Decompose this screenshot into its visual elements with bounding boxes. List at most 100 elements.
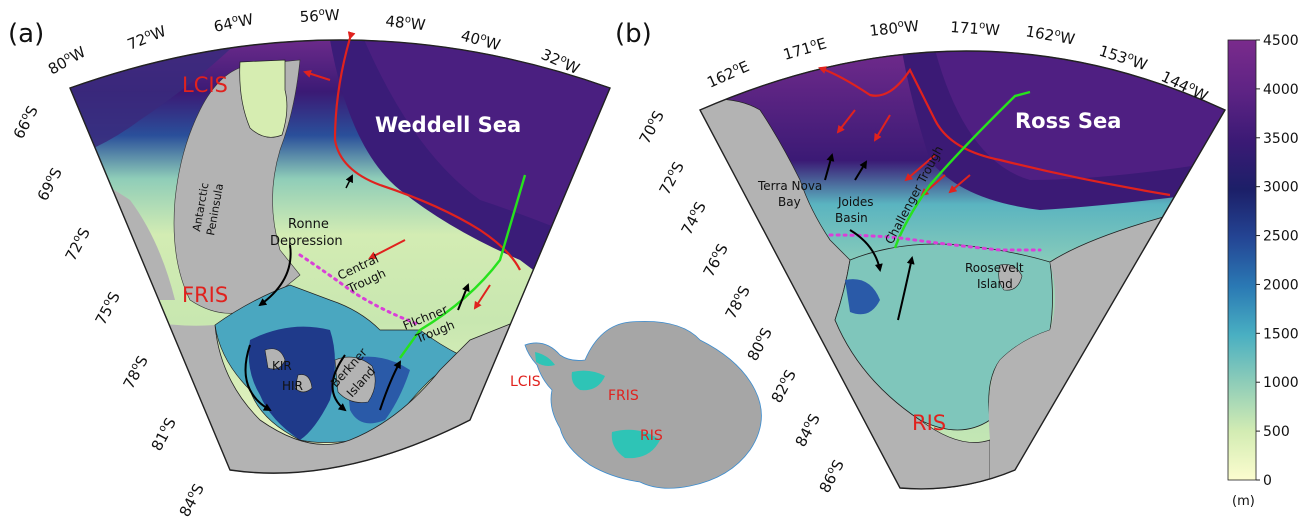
lcis-ice-shelf <box>239 59 288 138</box>
inset-lcis-label: LCIS <box>510 374 541 390</box>
kir-label: KIR <box>272 359 292 373</box>
colorbar-tick-label: 4000 <box>1263 82 1299 98</box>
panel-a-red-arrow-central <box>368 239 406 259</box>
lat-label-80s: 80oS <box>744 325 776 364</box>
land-outline-a <box>214 319 521 445</box>
lat-label-69s: 69oS <box>34 165 66 204</box>
panel-b-red-front-line <box>818 66 1171 197</box>
colorbar-tick-label: 4500 <box>1263 33 1299 49</box>
lon-label-80w: 80oW <box>45 43 89 79</box>
panel-b-red-arrow-5 <box>948 174 971 194</box>
colorbar-ticks: 4500 4000 3500 3000 2500 2000 1500 1000 500 0 <box>1256 33 1299 489</box>
panel-a-magenta-front <box>298 253 422 327</box>
panel-b-red-arrow-1 <box>836 109 856 134</box>
colorbar-unit: (m) <box>1232 494 1255 509</box>
roosevelt-island-label-2: Island <box>977 277 1013 291</box>
colorbar-tick-label: 1000 <box>1263 375 1299 391</box>
korff-ice-rise <box>264 348 286 370</box>
panel-b-black-arrow-1 <box>824 153 835 181</box>
joides-basin-label-2: Basin <box>835 211 868 225</box>
lon-label-56w: 56oW <box>299 6 340 26</box>
lon-label-64w: 64oW <box>212 10 255 36</box>
ronne-depression-label-1: Ronne <box>288 217 329 232</box>
panel-b-black-arrow-2 <box>854 160 868 181</box>
lat-label-70s: 70oS <box>636 108 668 147</box>
panel-a-sector-frame <box>69 39 611 474</box>
ronne-depression-label-2: Depression <box>270 234 343 249</box>
lcis-label: LCIS <box>182 73 228 97</box>
hir-label: HIR <box>282 379 303 393</box>
lat-label-84s: 84oS <box>176 481 208 520</box>
panel-a-label: (a) <box>8 19 44 49</box>
panel-a-red-arrow-filchner <box>473 284 491 310</box>
inset-fris-shelf <box>571 370 605 391</box>
lat-label-66s: 66oS <box>10 103 42 142</box>
panel-a-black-arrow-ronne <box>258 244 292 307</box>
lat-label-76s: 76oS <box>700 241 732 280</box>
lat-label-78s: 78oS <box>120 353 152 392</box>
panel-a-black-arrow-north <box>345 174 353 189</box>
colorbar-tick-label: 500 <box>1263 424 1290 440</box>
panel-a-map: (a) 80oW 72oW 64oW 56oW 48oW 40oW 32oW 6… <box>8 6 611 520</box>
inset-lcis-shelf <box>535 352 555 366</box>
inset-antarctica-land <box>524 321 762 489</box>
panel-b-black-arrow-4 <box>897 256 915 321</box>
lat-label-82s: 82oS <box>768 367 800 406</box>
fris-label: FRIS <box>182 283 228 307</box>
lat-label-78s-b: 78oS <box>722 283 754 322</box>
weddell-sea-label: Weddell Sea <box>375 113 521 137</box>
roosevelt-island <box>998 264 1023 291</box>
panel-b-sector-frame <box>699 50 1226 490</box>
panel-a-red-front-line <box>333 31 521 271</box>
panel-a-black-arrow-mid <box>331 354 347 412</box>
henry-ice-rise <box>294 374 313 393</box>
ris-label: RIS <box>912 411 946 435</box>
inset-fris-label: FRIS <box>608 388 639 404</box>
panel-b-green-section-line <box>893 90 1031 249</box>
lat-label-81s: 81oS <box>148 415 180 454</box>
lat-label-75s: 75oS <box>92 289 124 328</box>
panel-b-black-arrow-3 <box>849 229 883 272</box>
lat-label-72s: 72oS <box>62 225 94 264</box>
panel-b-label: (b) <box>615 19 652 49</box>
berkner-island <box>334 356 376 403</box>
panel-b-red-arrow-3 <box>904 154 936 182</box>
ross-sea-label: Ross Sea <box>1015 109 1121 133</box>
terra-nova-bay-label-2: Bay <box>778 195 801 209</box>
ris-deep-cavity <box>845 279 880 315</box>
joides-basin-label-1: Joides <box>837 195 873 209</box>
lat-label-86s: 86oS <box>816 457 848 496</box>
depth-colorbar: 4500 4000 3500 3000 2500 2000 1500 1000 500 0 (m) <box>1227 33 1299 509</box>
lat-label-74s: 74oS <box>678 199 710 238</box>
panel-b-red-arrow-2 <box>873 114 891 142</box>
panel-a-green-section-line <box>399 174 527 359</box>
colorbar-tick-label: 2000 <box>1263 277 1299 293</box>
lon-label-72w: 72oW <box>125 22 169 54</box>
lon-label-40w: 40oW <box>459 26 503 54</box>
inset-ris-label: RIS <box>640 428 663 444</box>
lat-label-84s-b: 84oS <box>792 411 824 450</box>
colorbar-tick-label: 0 <box>1263 473 1272 489</box>
colorbar-tick-label: 2500 <box>1263 229 1299 245</box>
panel-a-black-arrow-west <box>244 344 272 411</box>
terra-nova-bay-label-1: Terra Nova <box>757 179 822 193</box>
panel-a-red-arrow-lcis <box>303 70 331 81</box>
panel-a-black-arrow-east <box>379 360 401 411</box>
weddell-abyssal-water <box>360 40 610 250</box>
lon-label-171e: 171oE <box>781 34 828 63</box>
lon-label-171w: 171oW <box>950 18 1001 39</box>
colorbar-tick-label: 3000 <box>1263 180 1299 196</box>
lon-label-180w: 180oW <box>869 17 920 40</box>
lon-label-162w: 162oW <box>1024 22 1076 48</box>
colorbar-gradient <box>1227 39 1257 481</box>
colorbar-tick-label: 3500 <box>1263 131 1299 147</box>
lat-label-72s-b: 72oS <box>656 159 688 198</box>
colorbar-tick-label: 1500 <box>1263 326 1299 342</box>
antarctica-inset-map: LCIS FRIS RIS <box>510 321 762 489</box>
inset-ris-shelf <box>611 429 660 459</box>
lon-label-48w: 48oW <box>385 12 427 34</box>
roosevelt-island-label-1: Roosevelt <box>965 261 1024 275</box>
panel-a-black-arrow-filchner <box>457 283 470 311</box>
lon-label-162e: 162oE <box>704 57 752 91</box>
